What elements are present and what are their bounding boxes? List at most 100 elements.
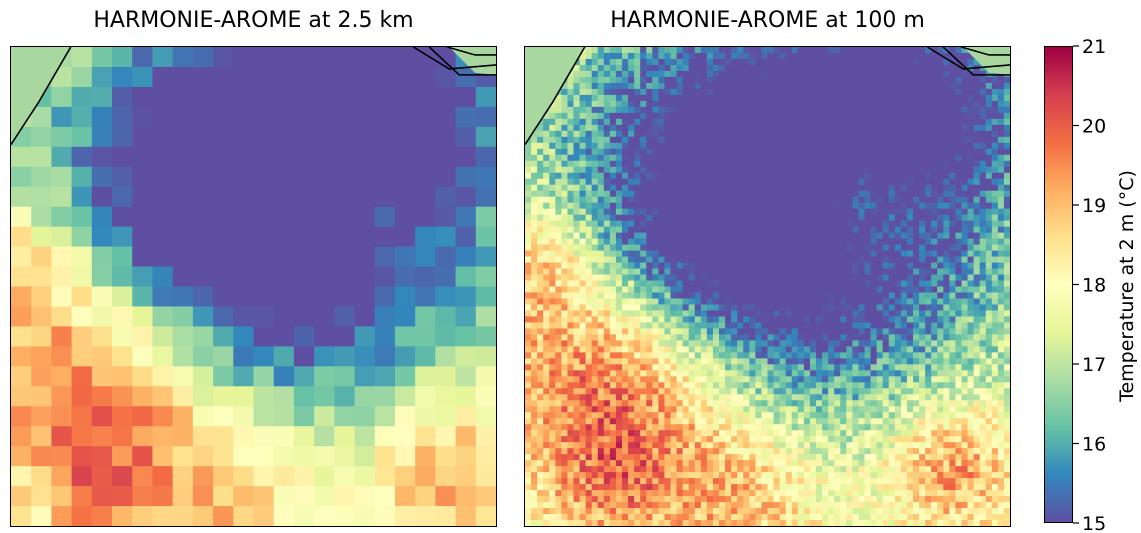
- fine-cell: [846, 286, 853, 294]
- fine-cell: [858, 226, 866, 234]
- fine-cell: [676, 47, 684, 54]
- fine-cell: [591, 358, 599, 365]
- fine-cell: [706, 286, 714, 294]
- fine-cell: [555, 376, 562, 383]
- coarse-cell: [112, 47, 133, 68]
- fine-cell: [585, 208, 593, 216]
- coarse-cell: [132, 166, 154, 188]
- fine-cell: [706, 340, 714, 347]
- fine-cell: [785, 160, 793, 168]
- fine-cell: [797, 190, 805, 198]
- coarse-cell: [435, 426, 457, 447]
- fine-cell: [567, 352, 575, 359]
- fine-cell: [646, 262, 653, 270]
- fine-cell: [925, 160, 932, 168]
- coarse-cell: [455, 326, 477, 347]
- fine-cell: [779, 346, 787, 353]
- fine-cell: [525, 292, 532, 300]
- fine-cell: [737, 280, 744, 288]
- fine-cell: [670, 340, 678, 347]
- fine-cell: [900, 232, 908, 240]
- coarse-cell: [51, 246, 73, 268]
- fine-cell: [646, 106, 653, 114]
- coarse-cell: [253, 506, 275, 526]
- fine-cell: [755, 160, 763, 168]
- fine-cell: [943, 148, 950, 156]
- fine-cell: [525, 274, 532, 282]
- fine-cell: [803, 112, 811, 120]
- fine-cell: [943, 220, 950, 228]
- fine-cell: [834, 232, 841, 240]
- fine-cell: [543, 244, 550, 252]
- coarse-cell: [435, 306, 457, 328]
- fine-cell: [779, 214, 787, 222]
- fine-cell: [664, 250, 672, 258]
- fine-cell: [646, 286, 653, 294]
- fine-cell: [628, 220, 635, 228]
- coarse-cell: [455, 146, 477, 168]
- fine-cell: [876, 238, 884, 246]
- fine-cell: [664, 328, 672, 335]
- fine-cell: [737, 106, 744, 114]
- coarse-cell: [293, 426, 315, 447]
- fine-cell: [573, 328, 581, 335]
- fine-cell: [985, 322, 993, 330]
- fine-cell: [961, 70, 969, 78]
- fine-cell: [652, 280, 659, 288]
- fine-cell: [749, 190, 756, 198]
- fine-cell: [985, 370, 993, 377]
- fine-cell: [906, 208, 914, 216]
- fine-cell: [791, 346, 799, 353]
- fine-cell: [876, 322, 884, 330]
- fine-cell: [561, 166, 569, 174]
- fine-cell: [822, 190, 829, 198]
- fine-cell: [694, 334, 702, 341]
- fine-cell: [543, 172, 550, 180]
- fine-cell: [791, 304, 799, 312]
- fine-cell: [822, 76, 829, 84]
- fine-cell: [743, 310, 750, 318]
- coarse-cell: [435, 446, 457, 467]
- fine-cell: [876, 220, 884, 228]
- fine-cell: [664, 256, 672, 264]
- fine-cell: [791, 214, 799, 222]
- fine-cell: [743, 286, 750, 294]
- fine-cell: [640, 226, 647, 234]
- fine-cell: [712, 340, 720, 347]
- fine-cell: [852, 364, 860, 371]
- fine-cell: [646, 310, 653, 318]
- fine-cell: [561, 268, 569, 276]
- fine-cell: [585, 232, 593, 240]
- coarse-cell: [213, 186, 234, 208]
- fine-cell: [791, 160, 799, 168]
- fine-cell: [755, 364, 763, 371]
- fine-cell: [755, 346, 763, 353]
- fine-cell: [737, 64, 744, 72]
- fine-cell: [840, 118, 847, 126]
- fine-cell: [579, 250, 587, 258]
- fine-cell: [767, 286, 775, 294]
- fine-cell: [955, 154, 963, 162]
- fine-cell: [676, 64, 684, 72]
- fine-cell: [852, 244, 860, 252]
- fine-cell: [755, 340, 763, 347]
- fine-cell: [888, 70, 896, 78]
- coarse-cell: [253, 286, 275, 308]
- fine-cell: [973, 94, 981, 102]
- fine-cell: [931, 352, 938, 359]
- coarse-cell: [233, 306, 255, 328]
- fine-cell: [688, 322, 696, 330]
- fine-cell: [658, 268, 666, 276]
- fine-cell: [658, 238, 666, 246]
- coarse-cell: [71, 486, 93, 507]
- fine-cell: [749, 154, 756, 162]
- fine-cell: [791, 328, 799, 335]
- fine-cell: [858, 106, 866, 114]
- fine-cell: [706, 202, 714, 210]
- fine-cell: [858, 292, 866, 300]
- fine-cell: [573, 64, 581, 72]
- fine-cell: [973, 160, 981, 168]
- fine-cell: [858, 256, 866, 264]
- fine-cell: [876, 184, 884, 192]
- fine-cell: [840, 316, 847, 324]
